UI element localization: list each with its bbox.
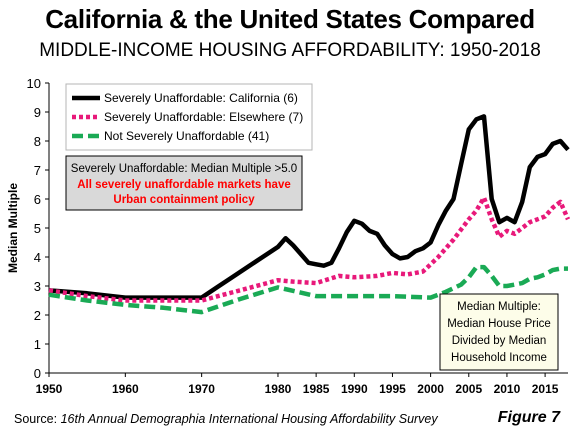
x-tick-label: 1995 — [379, 382, 406, 396]
y-tick-label: 3 — [34, 279, 41, 294]
policy-note-box: Severely Unaffordable: Median Multiple >… — [65, 155, 303, 211]
legend-frame — [65, 83, 313, 151]
y-tick-label: 7 — [34, 163, 41, 178]
y-tick-label: 4 — [34, 250, 41, 265]
policy-note-line-1: All severely unaffordable markets have — [77, 179, 291, 191]
x-tick-label: 2015 — [532, 382, 559, 396]
series-line-not-severe — [48, 264, 568, 315]
definition-frame — [439, 293, 559, 371]
y-tick-label: 10 — [27, 76, 41, 91]
source-prefix: Source: — [14, 412, 61, 426]
y-tick-label: 9 — [34, 105, 41, 120]
definition-line-3: Divided by Median — [452, 335, 547, 347]
source-note: Source: 16th Annual Demographia Internat… — [14, 412, 438, 426]
legend-label-california: Severely Unaffordable: California (6) — [104, 91, 298, 105]
series-line-california — [48, 114, 570, 300]
source-text: 16th Annual Demographia International Ho… — [60, 412, 438, 426]
x-tick-label: 1990 — [341, 382, 368, 396]
y-axis-title: Median Multiple — [6, 183, 20, 273]
figure-label: Figure 7 — [497, 409, 560, 426]
axes: 0 1 2 3 4 5 6 7 8 9 10 1950 1960 1970 1980 1985 1990 1995… — [6, 76, 568, 396]
y-tick-label: 5 — [34, 221, 41, 236]
y-tick-label: 2 — [34, 308, 41, 323]
y-tick-label: 6 — [34, 192, 41, 207]
legend-label-not-severe: Not Severely Unaffordable (41) — [104, 129, 269, 143]
y-tick-label: 0 — [34, 366, 41, 381]
definition-line-1: Median Multiple: — [457, 301, 541, 313]
x-tick-label: 1985 — [303, 382, 330, 396]
chart-title: California & the United States Compared — [45, 4, 535, 34]
x-tick-label: 1970 — [188, 382, 215, 396]
policy-note-threshold: Severely Unaffordable: Median Multiple >… — [71, 163, 297, 175]
policy-note-line-2: Urban containment policy — [113, 194, 255, 206]
x-tick-label: 1960 — [112, 382, 139, 396]
definition-line-4: Household Income — [451, 352, 547, 364]
x-tick-label: 1980 — [265, 382, 292, 396]
y-tick-label: 1 — [34, 337, 41, 352]
policy-note-frame — [65, 155, 303, 211]
series-line-elsewhere — [48, 195, 571, 303]
chart-subtitle: MIDDLE-INCOME HOUSING AFFORDABILITY: 195… — [39, 40, 541, 61]
definition-box: Median Multiple: Median House Price Divi… — [439, 293, 559, 371]
x-tick-label: 2000 — [417, 382, 444, 396]
x-tick-label: 2010 — [494, 382, 521, 396]
x-tick-label: 1950 — [36, 382, 63, 396]
legend-label-elsewhere: Severely Unaffordable: Elsewhere (7) — [104, 110, 303, 124]
legend: Severely Unaffordable: California (6) Se… — [65, 83, 313, 151]
x-tick-label: 2005 — [455, 382, 482, 396]
definition-line-2: Median House Price — [447, 318, 551, 330]
series-layer — [48, 114, 571, 315]
y-tick-label: 8 — [34, 134, 41, 149]
